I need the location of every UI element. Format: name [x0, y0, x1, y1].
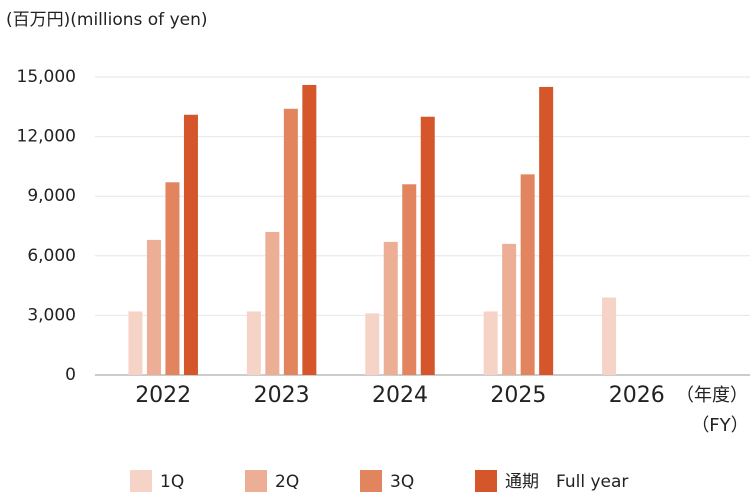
- y-tick-label: 0: [65, 365, 76, 385]
- bar: [483, 311, 498, 375]
- x-tick-label: 2022: [135, 383, 191, 408]
- bar: [283, 108, 298, 375]
- y-tick-label: 3,000: [27, 305, 76, 325]
- bar: [420, 116, 435, 375]
- bar: [183, 114, 198, 375]
- legend-swatch: [475, 470, 497, 492]
- x-axis-label: （年度）: [676, 385, 748, 406]
- x-tick-label: 2026: [609, 383, 665, 408]
- bar: [146, 239, 161, 375]
- bar: [520, 174, 535, 375]
- x-tick-label: 2024: [372, 383, 428, 408]
- bar: [246, 311, 261, 375]
- bar: [602, 297, 617, 375]
- bar: [539, 86, 554, 375]
- legend-swatch: [130, 470, 152, 492]
- y-tick-label: 6,000: [27, 246, 76, 266]
- legend-label: 通期 Full year: [505, 472, 628, 492]
- legend-label: 3Q: [390, 472, 414, 492]
- y-tick-label: 12,000: [17, 127, 76, 147]
- legend-swatch: [360, 470, 382, 492]
- bar: [365, 313, 380, 375]
- bar: [302, 84, 317, 376]
- y-tick-label: 15,000: [17, 67, 76, 87]
- x-tick-label: 2025: [490, 383, 546, 408]
- bar: [402, 184, 417, 375]
- y-tick-label: 9,000: [27, 186, 76, 206]
- bar: [383, 241, 398, 375]
- x-tick-label: 2023: [254, 383, 310, 408]
- bar: [265, 231, 280, 375]
- unit-label: (百万円)(millions of yen): [6, 10, 208, 30]
- legend-label: 2Q: [275, 472, 299, 492]
- bar: [128, 311, 143, 375]
- legend-label: 1Q: [160, 472, 184, 492]
- bar: [165, 182, 180, 375]
- x-axis-label: （FY）: [691, 415, 748, 436]
- legend-swatch: [245, 470, 267, 492]
- bar: [502, 243, 517, 375]
